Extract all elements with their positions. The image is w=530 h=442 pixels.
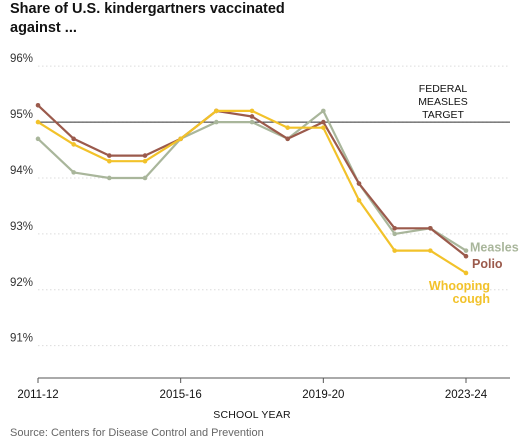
data-point-polio [249, 114, 255, 119]
data-point-whooping-cough [71, 142, 76, 147]
data-point-measles [107, 175, 112, 181]
data-point-polio [321, 119, 326, 125]
x-tick-label: 2015-16 [160, 389, 202, 401]
data-point-whooping-cough [249, 108, 255, 114]
data-point-whooping-cough [178, 136, 183, 142]
series-line-measles [36, 109, 468, 252]
data-point-measles [392, 231, 397, 237]
series-label-whooping-cough: cough [453, 292, 491, 306]
data-point-whooping-cough [428, 248, 433, 253]
series-label-whooping-cough: Whooping [429, 279, 490, 293]
y-tick-label: 92% [10, 277, 33, 289]
data-point-measles [463, 248, 469, 253]
y-tick-label: 93% [10, 221, 33, 233]
x-tick-label: 2019-20 [302, 389, 344, 401]
data-point-measles [214, 119, 219, 125]
data-point-polio [392, 225, 397, 231]
data-point-polio [35, 103, 41, 108]
data-point-polio [107, 153, 112, 158]
data-point-polio [356, 181, 362, 186]
series-label-polio: Polio [472, 257, 503, 271]
data-point-whooping-cough [142, 158, 148, 164]
reference-line-label: MEASLES [418, 96, 468, 108]
chart-title: Share of U.S. kindergartners vaccinated … [10, 1, 285, 36]
data-point-whooping-cough [356, 198, 362, 203]
data-point-measles [321, 108, 326, 114]
data-point-measles [35, 136, 41, 142]
data-point-polio [285, 136, 290, 142]
data-point-polio [142, 153, 148, 158]
data-point-whooping-cough [285, 125, 290, 130]
data-point-whooping-cough [35, 119, 41, 125]
data-point-measles [71, 170, 76, 175]
x-tick-label: 2023-24 [445, 389, 488, 401]
data-point-whooping-cough [214, 108, 219, 114]
data-point-polio [71, 136, 76, 142]
data-point-measles [249, 119, 255, 125]
y-tick-label: 95% [10, 109, 33, 121]
x-tick-label: 2011-12 [17, 389, 58, 401]
x-axis-title: SCHOOL YEAR [213, 409, 291, 421]
data-point-measles [142, 175, 148, 181]
reference-line-label: FEDERAL [419, 83, 468, 95]
y-tick-label: 94% [10, 165, 33, 177]
data-point-whooping-cough [107, 158, 112, 164]
reference-line-label: TARGET [422, 109, 464, 121]
y-tick-label: 96% [10, 53, 33, 65]
data-point-whooping-cough [392, 248, 397, 253]
data-point-polio [428, 225, 433, 231]
data-point-whooping-cough [321, 125, 326, 130]
y-tick-label: 91% [10, 333, 33, 345]
data-point-whooping-cough [463, 270, 469, 276]
source-note: Source: Centers for Disease Control and … [10, 427, 264, 439]
series-label-measles: Measles [470, 241, 519, 255]
series-line-whooping-cough [36, 109, 468, 275]
data-point-polio [463, 253, 469, 259]
